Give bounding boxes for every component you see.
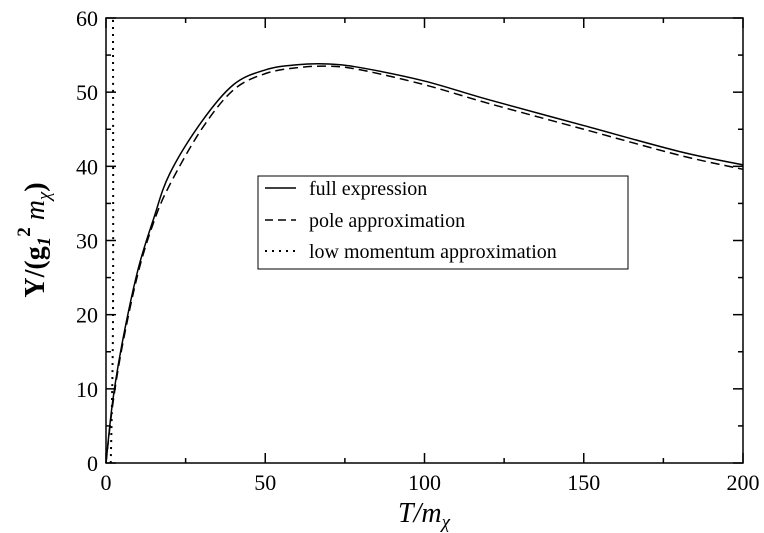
series-line-low-momentum-approximation (109, 17, 115, 464)
y-tick-label: 0 (87, 451, 98, 476)
y-tick-label: 10 (76, 377, 98, 402)
y-tick-label: 60 (76, 6, 98, 31)
y-tick-label: 40 (76, 154, 98, 179)
x-tick-label: 50 (254, 470, 276, 495)
x-tick-label: 100 (408, 470, 441, 495)
series-line-pole-approximation (105, 65, 744, 464)
y-tick-label: 30 (76, 229, 98, 254)
series-lines (105, 17, 744, 464)
legend: full expression pole approximation low m… (257, 175, 629, 270)
x-tick-label: 0 (101, 470, 112, 495)
y-tick-label: 50 (76, 80, 98, 105)
series-line-full-expression (105, 62, 744, 464)
x-axis-label: T/mχ (398, 498, 451, 533)
legend-label-low-momentum: low momentum approximation (309, 241, 557, 263)
y-axis-label: Y/(g12 mχ) (14, 182, 55, 297)
x-tick-label: 150 (567, 470, 600, 495)
x-tick-label: 200 (727, 470, 760, 495)
axis-ticks: 0 50 100 150 200 0 10 20 30 40 50 60 (76, 6, 760, 495)
legend-box (257, 175, 629, 270)
legend-label-pole-approximation: pole approximation (309, 210, 465, 232)
y-tick-label: 20 (76, 303, 98, 328)
legend-label-full-expression: full expression (309, 178, 427, 200)
